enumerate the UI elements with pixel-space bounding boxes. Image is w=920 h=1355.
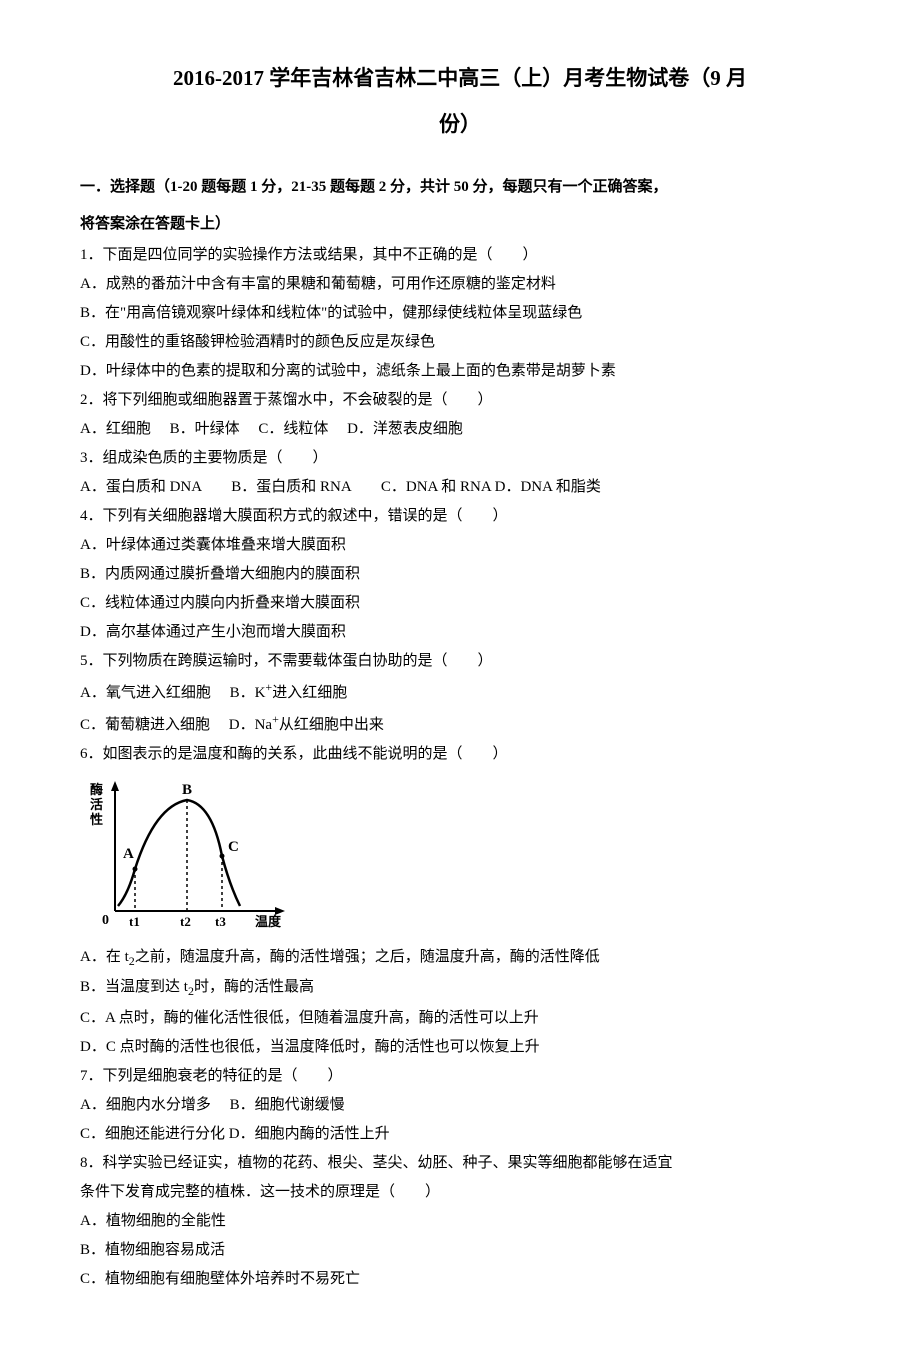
q4-option-d: D．高尔基体通过产生小泡而增大膜面积 [80,619,840,646]
q2-options: A．红细胞 B．叶绿体 C．线粒体 D．洋葱表皮细胞 [80,416,840,443]
point-c-marker [220,853,225,858]
q7-option-ab: A．细胞内水分增多 B．细胞代谢缓慢 [80,1092,840,1119]
section-header-line1: 一．选择题（1-20 题每题 1 分，21-35 题每题 2 分，共计 50 分… [80,174,840,201]
point-a-marker [133,866,138,871]
q1-option-c: C．用酸性的重铬酸钾检验酒精时的颜色反应是灰绿色 [80,329,840,356]
x-tick-t1: t1 [129,914,140,929]
y-label-3: 性 [90,812,103,827]
q5-optcd-sup: + [272,712,279,726]
q6-option-c: C．A 点时，酶的催化活性很低，但随着温度升高，酶的活性可以上升 [80,1005,840,1032]
q5-optab-after: 进入红细胞 [272,685,347,701]
q5-optcd-after: 从红细胞中出来 [279,717,384,733]
exam-title-line2: 份） [80,106,840,144]
x-tick-t3: t3 [215,914,226,929]
q6-opta-post: 之前，随温度升高，酶的活性增强；之后，随温度升高，酶的活性降低 [135,949,600,965]
y-label-1: 酶 [90,782,103,797]
q5-optcd-pre: C．葡萄糖进入细胞 D．Na [80,717,272,733]
origin-label: 0 [102,913,109,928]
q4-stem: 4．下列有关细胞器增大膜面积方式的叙述中，错误的是（ ） [80,503,840,530]
q6-stem: 6．如图表示的是温度和酶的关系，此曲线不能说明的是（ ） [80,741,840,768]
q6-opta-pre: A．在 t [80,949,129,965]
enzyme-temperature-chart: 酶 活 性 0 t1 t2 t3 温度 A B C [80,776,295,936]
q4-option-b: B．内质网通过膜折叠增大细胞内的膜面积 [80,561,840,588]
q6-option-d: D．C 点时酶的活性也很低，当温度降低时，酶的活性也可以恢复上升 [80,1034,840,1061]
exam-title-line1: 2016-2017 学年吉林省吉林二中高三（上）月考生物试卷（9 月 [80,60,840,98]
q5-option-cd: C．葡萄糖进入细胞 D．Na+从红细胞中出来 [80,709,840,739]
section-header-line2: 将答案涂在答题卡上） [80,211,840,238]
q1-stem: 1．下面是四位同学的实验操作方法或结果，其中不正确的是（ ） [80,242,840,269]
y-label-2: 活 [90,797,103,812]
q8-option-a: A．植物细胞的全能性 [80,1208,840,1235]
q6-chart: 酶 活 性 0 t1 t2 t3 温度 A B C [80,776,840,936]
q3-stem: 3．组成染色质的主要物质是（ ） [80,445,840,472]
q8-option-b: B．植物细胞容易成活 [80,1237,840,1264]
q6-optb-pre: B．当温度到达 t [80,979,188,995]
q4-option-c: C．线粒体通过内膜向内折叠来增大膜面积 [80,590,840,617]
q6-optb-post: 时，酶的活性最高 [194,979,314,995]
q8-stem-line1: 8．科学实验已经证实，植物的花药、根尖、茎尖、幼胚、种子、果实等细胞都能够在适宜 [80,1150,840,1177]
x-tick-t2: t2 [180,914,191,929]
q7-stem: 7．下列是细胞衰老的特征的是（ ） [80,1063,840,1090]
q1-option-b: B．在"用高倍镜观察叶绿体和线粒体"的试验中，健那绿使线粒体呈现蓝绿色 [80,300,840,327]
q8-option-c: C．植物细胞有细胞壁体外培养时不易死亡 [80,1266,840,1293]
point-c-label: C [228,839,239,855]
q5-optab-pre: A．氧气进入红细胞 B．K [80,685,265,701]
q7-option-cd: C．细胞还能进行分化 D．细胞内酶的活性上升 [80,1121,840,1148]
q5-option-ab: A．氧气进入红细胞 B．K+进入红细胞 [80,677,840,707]
point-a-label: A [123,846,134,862]
q5-stem: 5．下列物质在跨膜运输时，不需要载体蛋白协助的是（ ） [80,648,840,675]
q1-option-d: D．叶绿体中的色素的提取和分离的试验中，滤纸条上最上面的色素带是胡萝卜素 [80,358,840,385]
q6-option-b: B．当温度到达 t2时，酶的活性最高 [80,974,840,1003]
q2-stem: 2．将下列细胞或细胞器置于蒸馏水中，不会破裂的是（ ） [80,387,840,414]
q1-option-a: A．成熟的番茄汁中含有丰富的果糖和葡萄糖，可用作还原糖的鉴定材料 [80,271,840,298]
x-axis-label: 温度 [255,914,282,929]
q8-stem-line2: 条件下发育成完整的植株．这一技术的原理是（ ） [80,1179,840,1206]
q6-option-a: A．在 t2之前，随温度升高，酶的活性增强；之后，随温度升高，酶的活性降低 [80,944,840,973]
q3-options: A．蛋白质和 DNA B．蛋白质和 RNA C．DNA 和 RNA D．DNA … [80,474,840,501]
q4-option-a: A．叶绿体通过类囊体堆叠来增大膜面积 [80,532,840,559]
point-b-label: B [182,782,192,798]
